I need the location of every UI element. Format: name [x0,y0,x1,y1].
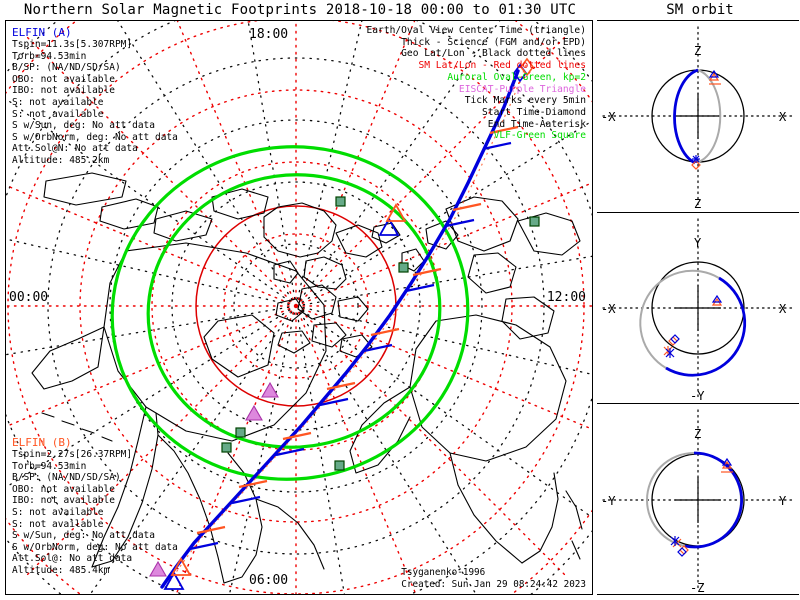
map-canvas [6,21,592,594]
mlt-label-right: 12:00 [546,290,586,305]
mlt-label-bottom: 06:00 [249,573,289,588]
elfin-b-name: ELFIN (B) [12,436,72,449]
legend-item-3: SM Lat/Lon - Red dotted lines [418,60,586,72]
sm-xy-top-label: Y [694,236,702,250]
eiscat-stations [149,381,279,577]
sm-yz-right-label: Y [779,494,787,508]
legend-item-0: Earth/Oval View Center Time (triangle) [366,25,587,36]
elfin-b-line-4: IBO: not available [12,495,115,507]
elfin-a-line-8: S w/OrbNorm, deg: No att data [12,131,178,143]
credits: Tsyganenko-1996 Created: Sun Jan 29 08:2… [401,567,586,590]
legend-item-6: Tick Marks every 5min [464,95,586,107]
sm-panel-xz: Z -X X Z [597,20,799,212]
legend-item-2: Geo Lat/Lon - Black dotted lines [401,48,586,60]
view-center-marker [163,203,407,590]
elfin-b-line-0: Tspin=2.27s[26.37RPM] [12,449,133,460]
elfin-b-line-6: S: not available [12,518,104,530]
ground-track-a [160,69,520,589]
elfin-a-line-0: Tspin=11.3s[5.307RPM] [12,39,133,50]
legend-item-5: EISCAT-Purple Triangle [458,83,586,95]
sm-orbit-title: SM orbit [666,2,734,18]
legend-item-1: Thick - Science (FGM and/or EPD) [401,36,586,48]
legend-item-4: Auroral Oval-Green, kp=2 [447,71,586,83]
elfin-b-line-10: Altitude: 485.4km [12,564,110,576]
sm-xz-left-label: -X [601,110,616,124]
elfin-b-line-3: OBO: not available [12,483,115,495]
elfin-a-line-4: IBO: not available [12,85,115,97]
sm-panel-xy: Y -X X -Y [597,211,799,404]
elfin-b-info: ELFIN (B) Tspin=2.27s[26.37RPM] Torb=94.… [12,436,178,577]
elfin-a-line-6: S: not available [12,108,104,120]
legend-item-8: End Time-Aaterisk [487,118,586,130]
elfin-a-line-9: Att.Sol@N: No att data [12,143,138,155]
page-title: Northern Solar Magnetic Footprints 2018-… [23,2,577,18]
sm-yz-top-label: Z [694,427,701,441]
sm-xz-right-label: X [779,110,787,124]
elfin-b-line-1: Torb=94.53min [12,460,87,472]
start-end-markers [513,57,534,83]
sm-xz-top-label: Z [694,44,701,58]
legend-item-9: VLF-Green Square [493,130,586,142]
sm-grid [6,21,592,594]
polar-map-panel: ELFIN (A) Tspin=11.3s[5.307RPM] Torb=94.… [5,20,593,595]
geo-grid [6,21,592,594]
created-timestamp: Created: Sun Jan 29 08:24:42 2023 [401,578,586,590]
elfin-a-line-7: S w/Sun, deg: No att data [12,120,155,132]
elfin-b-line-8: S w/OrbNorm, deg: No att data [12,541,178,553]
elfin-a-line-2: B/SP: (NA/ND/SD/SA) [12,62,121,74]
elfin-a-info: ELFIN (A) Tspin=11.3s[5.307RPM] Torb=94.… [12,26,178,167]
elfin-a-name: ELFIN (A) [12,26,72,39]
ground-track-b [169,64,527,582]
sm-xy-bottom-label: -Y [690,389,705,403]
mlt-label-left: 00:00 [9,290,49,305]
vlf-stations [221,196,540,471]
elfin-a-line-1: Torb=94.53min [12,50,87,62]
elfin-b-line-9: Att.Sol@: No att data [12,553,133,565]
auroral-oval [110,145,470,481]
sm-xy-left-label: -X [601,302,616,316]
elfin-b-line-7: S w/Sun, deg: No att data [12,530,155,542]
sm-xz-bottom-label: Z [694,197,701,211]
elfin-b-line-2: B/SP: (NA/ND/SD/SA) [12,472,121,484]
model-name: Tsyganenko-1996 [401,567,486,578]
elfin-a-line-10: Altitude: 485.2km [12,154,110,166]
sm-yz-left-label: -Y [601,494,616,508]
track-tick-marks [189,125,519,551]
sm-panel-yz: Z -Y Y -Z [597,403,799,596]
elfin-a-line-3: OBO: not available [12,73,115,85]
legend-item-7: Start Time-Diamond [482,106,586,118]
sm-orbit-panels: Z -X X Z [597,20,799,596]
map-legend: Earth/Oval View Center Time (triangle) T… [367,25,587,142]
sm-yz-bottom-label: -Z [690,581,704,595]
mlt-label-top: 18:00 [249,27,289,42]
elfin-b-line-5: S: not available [12,506,104,518]
elfin-a-line-5: S: not available [12,96,104,108]
sm-xy-right-label: X [779,302,787,316]
